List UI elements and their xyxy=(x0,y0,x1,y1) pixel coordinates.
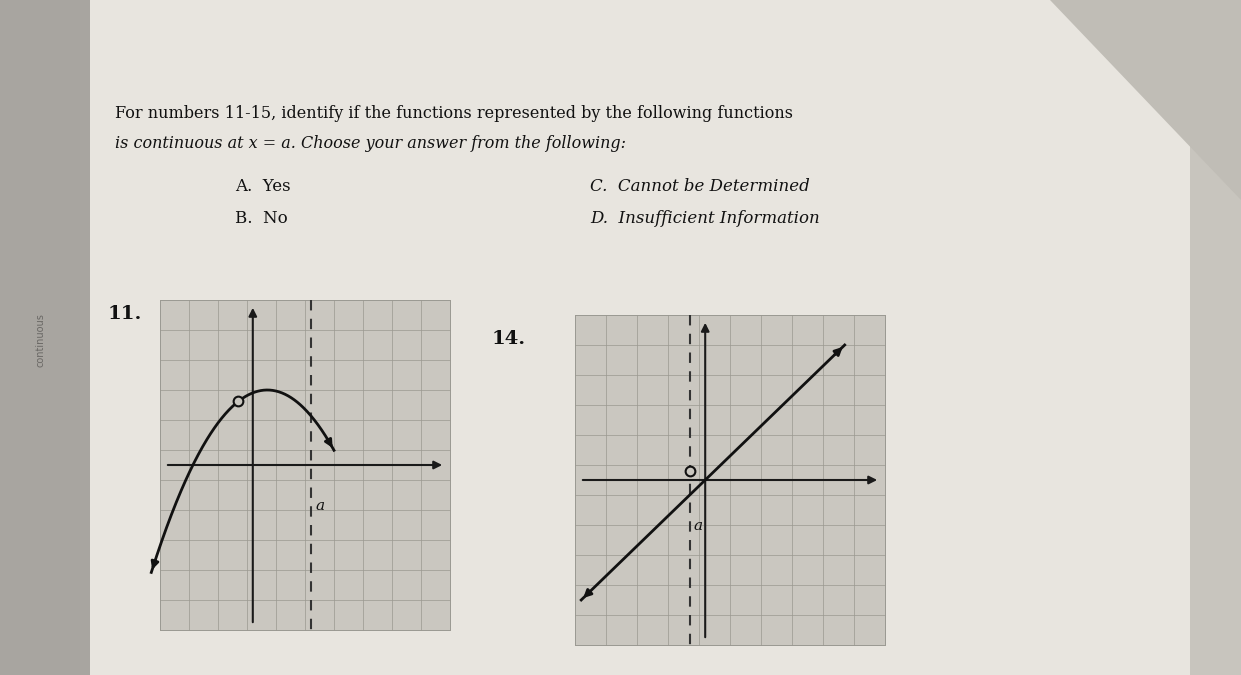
Text: a: a xyxy=(694,519,702,533)
FancyBboxPatch shape xyxy=(91,0,1190,675)
FancyBboxPatch shape xyxy=(0,0,91,675)
Text: D.  Insufficient Information: D. Insufficient Information xyxy=(589,210,820,227)
Text: is continuous at x = a. Choose your answer from the following:: is continuous at x = a. Choose your answ… xyxy=(115,135,625,152)
Polygon shape xyxy=(1050,0,1241,200)
Text: continuous: continuous xyxy=(35,313,45,367)
Text: For numbers 11-15, identify if the functions represented by the following functi: For numbers 11-15, identify if the funct… xyxy=(115,105,793,122)
Text: C.  Cannot be Determined: C. Cannot be Determined xyxy=(589,178,809,195)
Text: 14.: 14. xyxy=(491,330,526,348)
Text: 11.: 11. xyxy=(108,305,143,323)
Text: B.  No: B. No xyxy=(235,210,288,227)
FancyBboxPatch shape xyxy=(160,300,450,630)
FancyBboxPatch shape xyxy=(55,0,1185,675)
Text: a: a xyxy=(315,499,325,513)
FancyBboxPatch shape xyxy=(575,315,885,645)
Text: A.  Yes: A. Yes xyxy=(235,178,290,195)
